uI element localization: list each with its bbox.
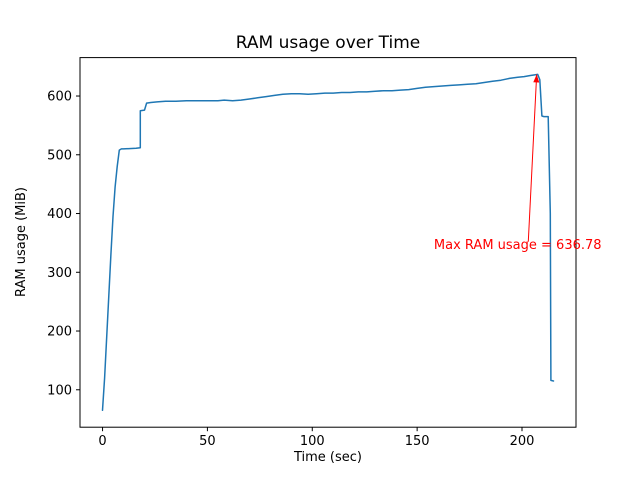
annotation-arrow — [527, 74, 540, 242]
plot-frame — [79, 57, 577, 428]
x-tick-label: 50 — [199, 434, 216, 449]
x-tick-label: 100 — [300, 434, 325, 449]
y-tick-label: 200 — [47, 325, 72, 340]
x-axis-label: Time (sec) — [293, 450, 362, 465]
y-tick-label: 400 — [47, 207, 72, 222]
y-tick-label: 600 — [47, 90, 72, 105]
y-tick-label: 500 — [47, 148, 72, 163]
y-tick-label: 100 — [47, 383, 72, 398]
series-line — [101, 73, 555, 412]
x-tick-label: 200 — [510, 434, 535, 449]
x-tick-label: 150 — [405, 434, 430, 449]
annotation-text: Max RAM usage = 636.78 — [434, 238, 602, 253]
chart-title: RAM usage over Time — [235, 33, 421, 53]
y-tick-label: 300 — [47, 266, 72, 281]
x-tick-label: 0 — [98, 434, 106, 449]
